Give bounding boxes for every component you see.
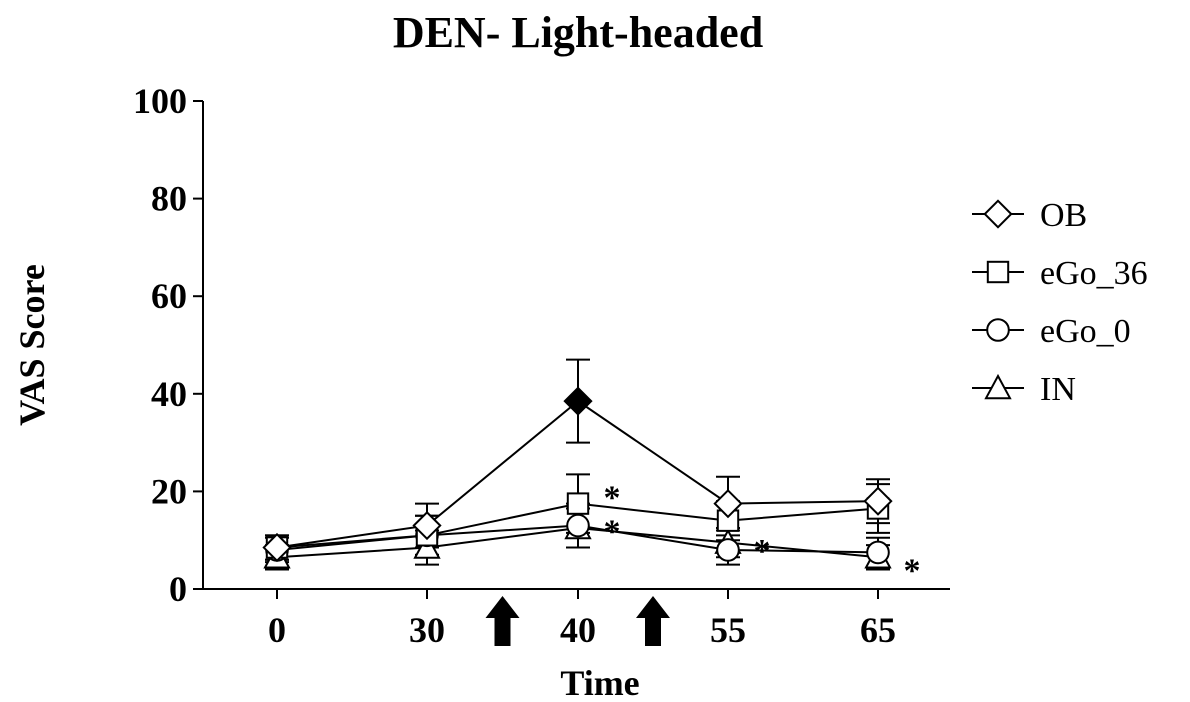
annotation-asterisk-4: * bbox=[904, 553, 921, 590]
legend-label-ego-36: eGo_36 bbox=[1040, 255, 1148, 292]
point-ob-3 bbox=[713, 488, 743, 519]
x-tick-label-55: 55 bbox=[710, 610, 746, 650]
annotation-asterisk-2: * bbox=[604, 514, 621, 551]
x-axis-label: Time bbox=[560, 663, 639, 702]
point-ego-0-3 bbox=[716, 538, 740, 562]
y-tick-label-40: 40 bbox=[151, 374, 187, 414]
point-ob-4 bbox=[863, 486, 893, 516]
legend-label-ego-0: eGo_0 bbox=[1040, 313, 1131, 350]
x-tick-label-40: 40 bbox=[560, 610, 596, 650]
point-ob-1 bbox=[412, 510, 442, 541]
y-tick-label-100: 100 bbox=[133, 81, 187, 121]
chart-title: DEN- Light-headed bbox=[393, 8, 763, 57]
legend-marker-in bbox=[984, 373, 1012, 400]
point-ob-0 bbox=[262, 532, 292, 563]
y-tick-label-80: 80 bbox=[151, 179, 187, 219]
y-tick-label-60: 60 bbox=[151, 276, 187, 316]
x-tick-label-0: 0 bbox=[268, 610, 286, 650]
legend-marker-ego-0 bbox=[986, 318, 1010, 342]
annotation-asterisk-1: * bbox=[604, 480, 621, 517]
legend-marker-ob bbox=[983, 199, 1013, 229]
x-tick-label-65: 65 bbox=[860, 610, 896, 650]
point-ego-36-2 bbox=[566, 492, 590, 515]
annotation-asterisk-3: * bbox=[754, 533, 771, 570]
y-tick-label-0: 0 bbox=[169, 569, 187, 609]
legend-label-in: IN bbox=[1040, 371, 1076, 408]
point-ob-2 bbox=[563, 386, 593, 416]
y-axis-label: VAS Score bbox=[12, 264, 52, 426]
y-tick-label-20: 20 bbox=[151, 471, 187, 511]
legend-label-ob: OB bbox=[1040, 197, 1087, 234]
arrow-1 bbox=[485, 596, 520, 646]
point-ego-0-2 bbox=[566, 513, 590, 538]
legend-marker-ego-36 bbox=[986, 260, 1010, 284]
legend: OB eGo_36 eGo_0 IN bbox=[972, 197, 1148, 408]
point-ego-0-4 bbox=[866, 540, 890, 565]
arrow-2 bbox=[636, 596, 670, 646]
x-tick-label-30: 30 bbox=[409, 610, 445, 650]
